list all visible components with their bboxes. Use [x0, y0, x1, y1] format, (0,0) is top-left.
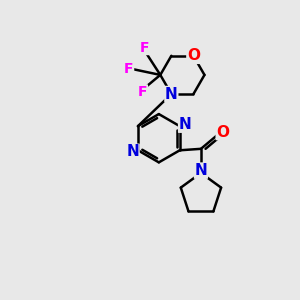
Text: N: N — [195, 163, 207, 178]
Text: O: O — [187, 48, 200, 63]
Text: F: F — [124, 62, 134, 76]
Text: F: F — [138, 85, 147, 99]
Text: O: O — [216, 124, 229, 140]
Text: N: N — [179, 117, 191, 132]
Text: N: N — [126, 144, 139, 159]
Text: F: F — [140, 40, 149, 55]
Text: N: N — [165, 86, 178, 101]
